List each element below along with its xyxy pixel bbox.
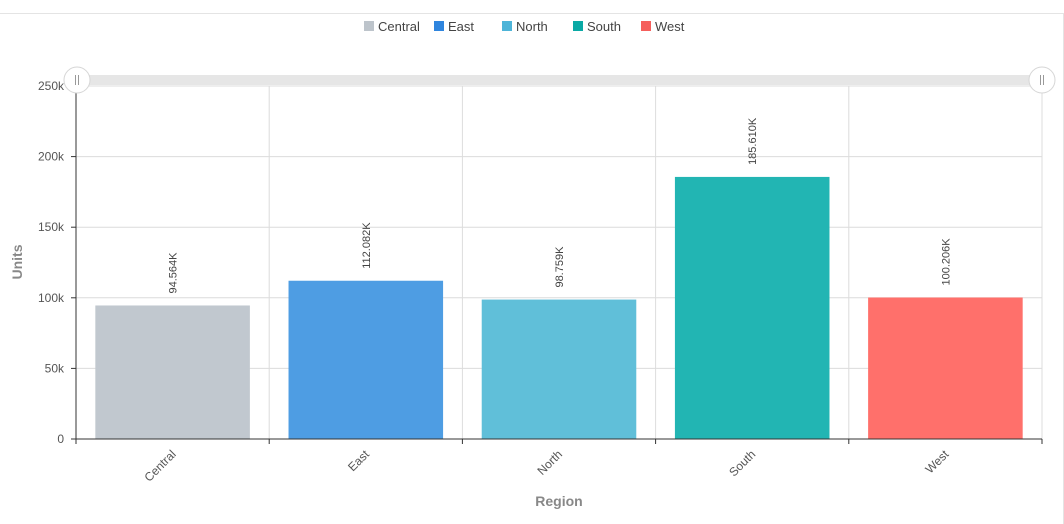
legend-label-north: North: [516, 18, 548, 34]
bar-central[interactable]: [95, 305, 250, 439]
range-slider-left-handle[interactable]: [63, 66, 91, 94]
legend-label-west: West: [655, 18, 685, 34]
y-axis-tick-labels: 0 50k 100k 150k 200k 250k: [38, 79, 65, 446]
legend-label-south: South: [587, 18, 621, 34]
x-tick-label-central: Central: [141, 447, 178, 484]
y-axis-title: Units: [9, 244, 25, 279]
data-label-central: 94.564K: [168, 252, 180, 294]
legend: Central East North South West: [0, 17, 1064, 35]
legend-label-east: East: [448, 18, 475, 34]
range-slider-right-handle[interactable]: [1028, 66, 1056, 94]
legend-item-north[interactable]: North: [502, 17, 548, 35]
bar-north[interactable]: [481, 299, 637, 439]
x-axis-title: Region: [535, 493, 582, 509]
y-tick-label: 0: [57, 432, 64, 446]
x-tick-label-south: South: [726, 447, 758, 479]
data-label-south: 185.610K: [747, 117, 759, 165]
bar-south[interactable]: [674, 176, 830, 439]
x-axis-tick-labels: Central East North South West: [141, 447, 952, 485]
bar-west[interactable]: [868, 297, 1023, 439]
y-tick-label: 150k: [38, 220, 65, 234]
legend-item-west[interactable]: West: [641, 17, 684, 35]
bar-east[interactable]: [288, 280, 444, 439]
legend-item-east[interactable]: East: [434, 17, 474, 35]
legend-swatch-north: [502, 21, 512, 31]
legend-swatch-central: [364, 21, 374, 31]
x-tick-label-north: North: [534, 447, 565, 478]
legend-item-central[interactable]: Central: [364, 17, 420, 35]
bars: [95, 176, 1023, 439]
y-tick-label: 50k: [45, 361, 65, 375]
legend-item-south[interactable]: South: [573, 17, 621, 35]
chart-frame-top-border: [0, 0, 1064, 14]
data-label-east: 112.082K: [361, 222, 373, 269]
data-label-north: 98.759K: [554, 246, 566, 288]
legend-swatch-east: [434, 21, 444, 31]
legend-label-central: Central: [378, 18, 420, 34]
data-labels: 94.564K 112.082K 98.759K 185.610K 100.206K: [168, 117, 953, 293]
data-label-west: 100.206K: [940, 238, 952, 286]
legend-swatch-west: [641, 21, 651, 31]
x-tick-label-east: East: [345, 447, 372, 474]
range-slider-track[interactable]: [76, 75, 1042, 85]
y-tick-label: 100k: [38, 291, 65, 305]
y-tick-label: 200k: [38, 150, 65, 164]
axes: [71, 85, 1043, 444]
x-tick-label-west: West: [922, 447, 952, 477]
y-tick-label: 250k: [38, 79, 65, 93]
legend-swatch-south: [573, 21, 583, 31]
